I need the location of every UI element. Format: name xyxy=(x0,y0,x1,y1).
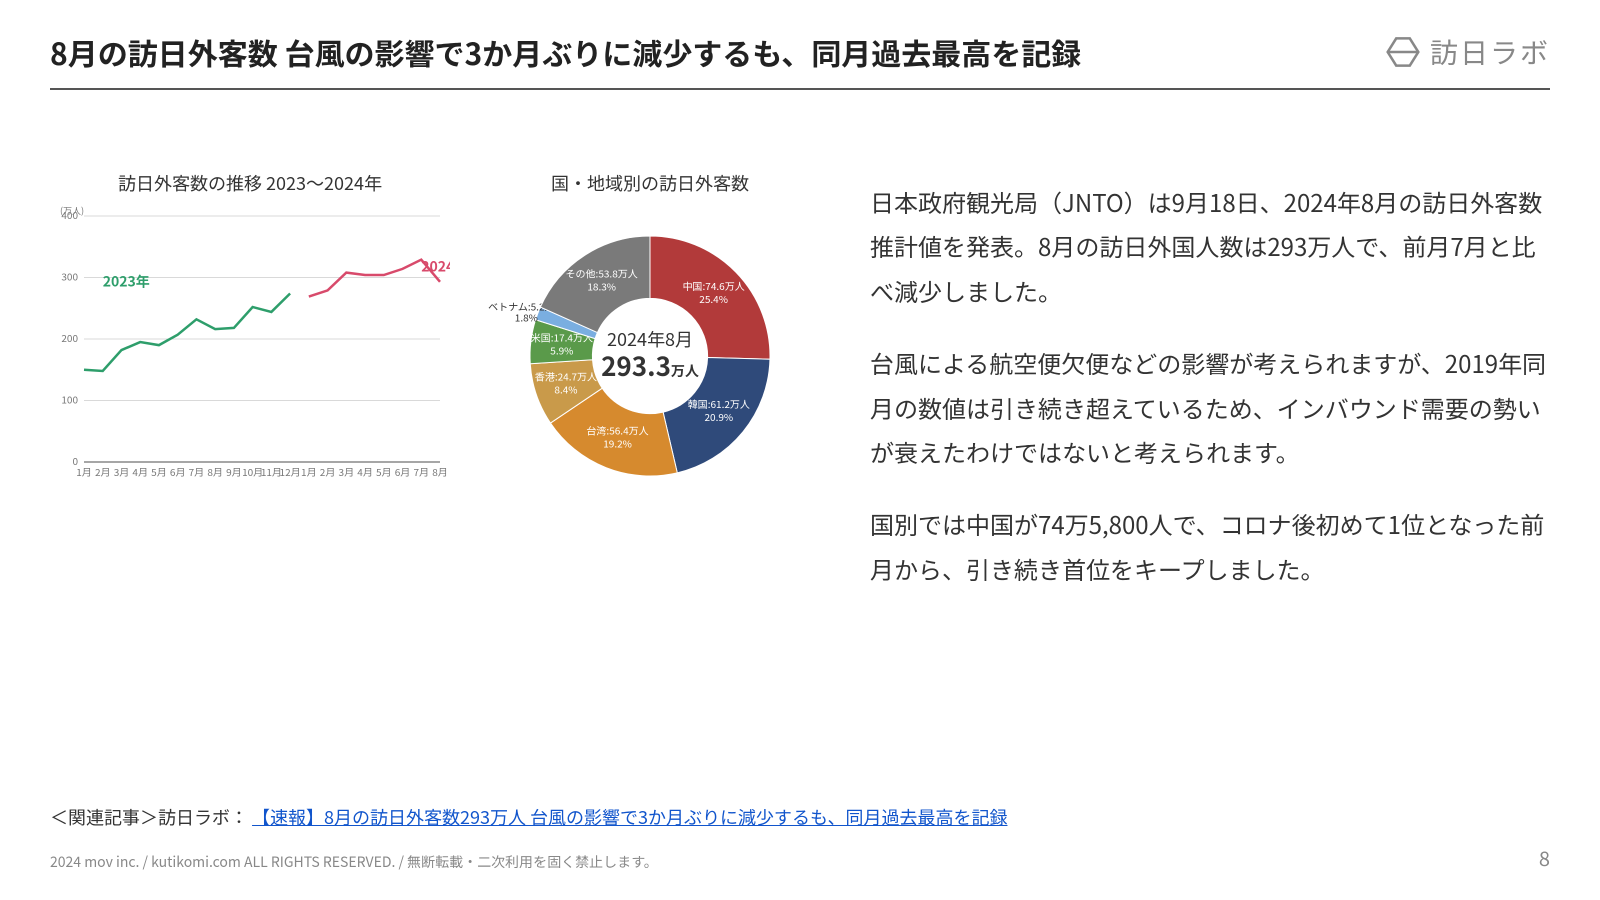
svg-text:300: 300 xyxy=(61,269,78,284)
svg-text:6月: 6月 xyxy=(170,464,186,479)
donut-chart-svg: 中国:74.6万人25.4%韓国:61.2万人20.9%台湾:56.4万人19.… xyxy=(470,202,830,502)
svg-text:9月: 9月 xyxy=(226,464,242,479)
svg-text:8月: 8月 xyxy=(207,464,223,479)
svg-text:5.9%: 5.9% xyxy=(550,342,573,357)
svg-text:8.4%: 8.4% xyxy=(554,382,577,397)
svg-text:1.8%: 1.8% xyxy=(515,310,538,325)
svg-text:25.4%: 25.4% xyxy=(699,291,728,306)
svg-text:7月: 7月 xyxy=(189,464,205,479)
svg-text:5月: 5月 xyxy=(151,464,167,479)
line-chart-svg: (万人)01002003004001月2月3月4月5月6月7月8月9月10月11… xyxy=(50,202,450,492)
svg-text:8月: 8月 xyxy=(432,464,448,479)
svg-text:2023年: 2023年 xyxy=(103,272,150,292)
body-paragraph: 日本政府観光局（JNTO）は9月18日、2024年8月の訪日外客数推計値を発表。… xyxy=(870,180,1550,313)
svg-text:1月: 1月 xyxy=(301,464,317,479)
brand-logo: 訪日ラボ xyxy=(1386,32,1550,72)
svg-text:3月: 3月 xyxy=(114,464,130,479)
hexagon-icon xyxy=(1386,35,1420,69)
slide-header: 8月の訪日外客数 台風の影響で3か月ぶりに減少するも、同月過去最高を記録 訪日ラ… xyxy=(50,30,1550,90)
svg-text:12月: 12月 xyxy=(280,464,301,479)
body-copy: 日本政府観光局（JNTO）は9月18日、2024年8月の訪日外客数推計値を発表。… xyxy=(870,170,1550,619)
svg-text:2月: 2月 xyxy=(95,464,111,479)
svg-text:2月: 2月 xyxy=(320,464,336,479)
svg-text:19.2%: 19.2% xyxy=(603,436,632,451)
svg-text:2024年: 2024年 xyxy=(421,256,450,276)
svg-text:20.9%: 20.9% xyxy=(705,409,734,424)
related-prefix: ＜関連記事＞訪日ラボ： xyxy=(50,804,248,830)
page-title: 8月の訪日外客数 台風の影響で3か月ぶりに減少するも、同月過去最高を記録 xyxy=(50,30,1081,74)
svg-text:7月: 7月 xyxy=(413,464,429,479)
donut-chart-title: 国・地域別の訪日外客数 xyxy=(470,170,830,196)
line-chart: 訪日外客数の推移 2023〜2024年 (万人)01002003004001月2… xyxy=(50,170,450,497)
body-paragraph: 国別では中国が74万5,800人で、コロナ後初めて1位となった前月から、引き続き… xyxy=(870,502,1550,591)
donut-chart: 国・地域別の訪日外客数 中国:74.6万人25.4%韓国:61.2万人20.9%… xyxy=(470,170,830,507)
svg-text:100: 100 xyxy=(61,392,78,407)
footer-copyright: 2024 mov inc. / kutikomi.com ALL RIGHTS … xyxy=(50,852,658,872)
svg-text:400: 400 xyxy=(61,207,78,222)
svg-text:5月: 5月 xyxy=(376,464,392,479)
svg-text:3月: 3月 xyxy=(339,464,355,479)
related-article: ＜関連記事＞訪日ラボ： 【速報】8月の訪日外客数293万人 台風の影響で3か月ぶ… xyxy=(50,804,1008,830)
svg-text:4月: 4月 xyxy=(357,464,373,479)
svg-text:1月: 1月 xyxy=(76,464,92,479)
svg-text:200: 200 xyxy=(61,330,78,345)
line-chart-title: 訪日外客数の推移 2023〜2024年 xyxy=(50,170,450,196)
body-paragraph: 台風による航空便欠便などの影響が考えられますが、2019年同月の数値は引き続き超… xyxy=(870,341,1550,474)
svg-text:6月: 6月 xyxy=(395,464,411,479)
brand-logo-text: 訪日ラボ xyxy=(1430,32,1550,72)
related-link[interactable]: 【速報】8月の訪日外客数293万人 台風の影響で3か月ぶりに減少するも、同月過去… xyxy=(252,804,1007,830)
page-number: 8 xyxy=(1539,843,1550,872)
svg-text:18.3%: 18.3% xyxy=(587,279,616,294)
svg-text:4月: 4月 xyxy=(132,464,148,479)
